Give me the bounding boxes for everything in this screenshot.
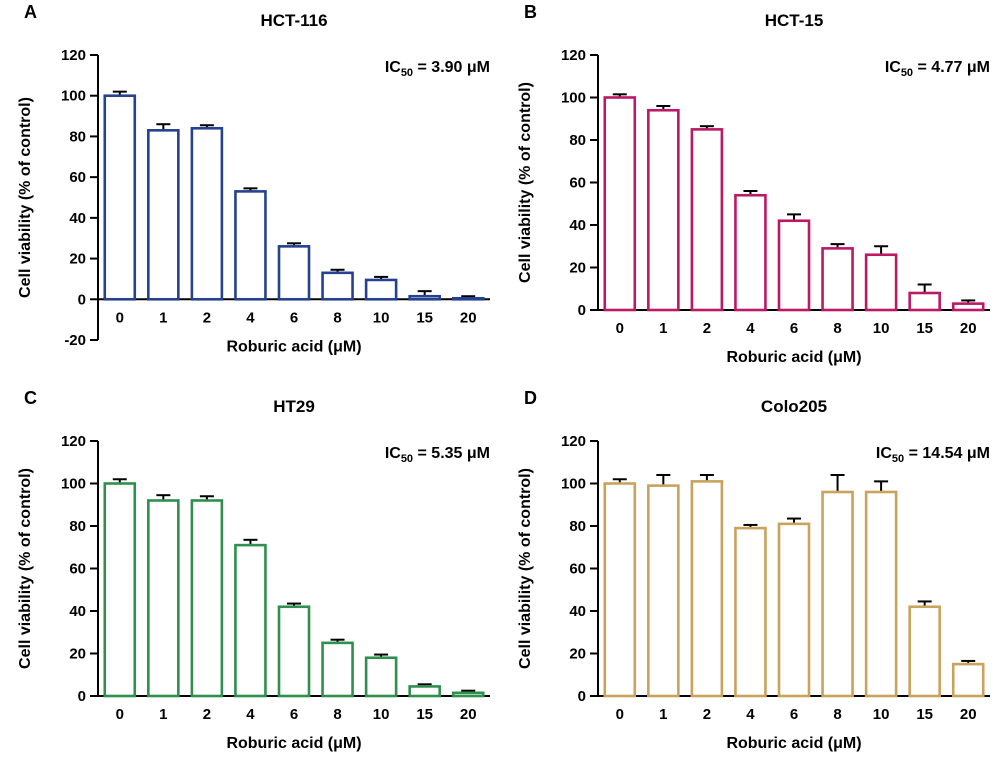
svg-text:6: 6: [290, 706, 298, 723]
svg-text:0: 0: [78, 688, 86, 705]
svg-text:80: 80: [569, 518, 586, 535]
svg-text:10: 10: [873, 706, 890, 723]
svg-text:100: 100: [561, 90, 586, 107]
panel-letter-a: A: [24, 2, 37, 22]
svg-text:4: 4: [746, 320, 755, 337]
svg-text:4: 4: [746, 706, 755, 723]
svg-text:1: 1: [159, 309, 167, 326]
svg-text:0: 0: [116, 706, 124, 723]
svg-text:-20: -20: [64, 332, 86, 349]
svg-text:Cell viability (% of control): Cell viability (% of control): [17, 468, 34, 669]
svg-text:120: 120: [561, 47, 586, 64]
svg-text:20: 20: [460, 706, 477, 723]
svg-text:15: 15: [416, 706, 433, 723]
svg-text:10: 10: [373, 309, 390, 326]
svg-text:6: 6: [290, 309, 298, 326]
svg-text:HCT-15: HCT-15: [765, 11, 824, 30]
bar-chart-colo205: Colo205 IC50 = 14.54 μM 0 20 40 60 80 100 120 0 1 2…: [500, 386, 1000, 772]
svg-text:IC50 = 5.35 μM: IC50 = 5.35 μM: [385, 445, 490, 465]
svg-text:0: 0: [578, 688, 586, 705]
svg-text:40: 40: [569, 217, 586, 234]
svg-text:20: 20: [960, 320, 977, 337]
svg-text:10: 10: [873, 320, 890, 337]
svg-text:8: 8: [333, 309, 341, 326]
svg-text:Cell viability (% of control): Cell viability (% of control): [517, 468, 534, 669]
chart-panel-hct15: B HCT-15 IC50 = 4.77 μM 0 20 40 60 80 100 120 0 1 2…: [500, 0, 1000, 386]
svg-text:40: 40: [69, 603, 86, 620]
svg-text:120: 120: [61, 47, 86, 64]
svg-text:8: 8: [833, 706, 841, 723]
svg-text:15: 15: [416, 309, 433, 326]
svg-text:HCT-116: HCT-116: [260, 11, 327, 30]
bar-chart-hct116: HCT-116 IC50 = 3.90 μM -20 0 20 40 60 80 100 120 0…: [0, 0, 500, 386]
svg-text:4: 4: [246, 706, 255, 723]
svg-text:2: 2: [703, 706, 711, 723]
svg-text:80: 80: [569, 132, 586, 149]
svg-text:6: 6: [790, 320, 798, 337]
panel-letter-d: D: [524, 388, 537, 408]
svg-text:1: 1: [159, 706, 167, 723]
svg-text:60: 60: [569, 175, 586, 192]
svg-text:15: 15: [916, 706, 933, 723]
svg-text:60: 60: [69, 561, 86, 578]
svg-text:100: 100: [61, 476, 86, 493]
svg-text:8: 8: [833, 320, 841, 337]
svg-text:60: 60: [569, 561, 586, 578]
svg-text:20: 20: [569, 646, 586, 663]
bar-chart-ht29: HT29 IC50 = 5.35 μM 0 20 40 60 80 100 120 0 1 2 4 6 8 1…: [0, 386, 500, 772]
svg-text:8: 8: [333, 706, 341, 723]
svg-text:100: 100: [561, 476, 586, 493]
svg-text:IC50 = 4.77 μM: IC50 = 4.77 μM: [885, 59, 990, 79]
svg-text:0: 0: [578, 302, 586, 319]
svg-text:15: 15: [916, 320, 933, 337]
svg-text:60: 60: [69, 169, 86, 186]
svg-text:10: 10: [373, 706, 390, 723]
svg-text:2: 2: [203, 309, 211, 326]
svg-text:4: 4: [246, 309, 255, 326]
bar-chart-hct15: HCT-15 IC50 = 4.77 μM 0 20 40 60 80 100 120 0 1 2 4 6…: [500, 0, 1000, 386]
svg-text:IC50 = 14.54 μM: IC50 = 14.54 μM: [876, 445, 990, 465]
svg-text:80: 80: [69, 128, 86, 145]
panel-letter-c: C: [24, 388, 37, 408]
chart-panel-ht29: C HT29 IC50 = 5.35 μM 0 20 40 60 80 100 120 0 1 2 4 6…: [0, 386, 500, 772]
svg-text:120: 120: [61, 433, 86, 450]
svg-text:0: 0: [116, 309, 124, 326]
svg-text:Roburic acid (μM): Roburic acid (μM): [726, 349, 861, 366]
svg-text:2: 2: [203, 706, 211, 723]
chart-panel-hct116: A HCT-116 IC50 = 3.90 μM -20 0 20 40 60 80 100 12…: [0, 0, 500, 386]
svg-text:Roburic acid (μM): Roburic acid (μM): [226, 735, 361, 752]
svg-text:0: 0: [78, 291, 86, 308]
svg-text:20: 20: [69, 646, 86, 663]
svg-text:120: 120: [561, 433, 586, 450]
svg-text:Colo205: Colo205: [761, 397, 827, 416]
svg-text:Roburic acid (μM): Roburic acid (μM): [226, 338, 361, 355]
svg-text:0: 0: [616, 706, 624, 723]
svg-text:Cell viability (% of control): Cell viability (% of control): [17, 97, 34, 298]
svg-text:80: 80: [69, 518, 86, 535]
svg-text:20: 20: [69, 251, 86, 268]
panel-letter-b: B: [524, 2, 537, 22]
svg-text:40: 40: [569, 603, 586, 620]
svg-text:0: 0: [616, 320, 624, 337]
svg-text:1: 1: [659, 320, 667, 337]
svg-text:20: 20: [460, 309, 477, 326]
svg-text:20: 20: [960, 706, 977, 723]
svg-text:40: 40: [69, 210, 86, 227]
svg-text:Cell viability (% of control): Cell viability (% of control): [517, 82, 534, 283]
svg-text:20: 20: [569, 260, 586, 277]
svg-text:6: 6: [790, 706, 798, 723]
chart-panel-colo205: D Colo205 IC50 = 14.54 μM 0 20 40 60 80 100 120 0…: [500, 386, 1000, 772]
svg-text:IC50 = 3.90 μM: IC50 = 3.90 μM: [385, 59, 490, 79]
svg-text:Roburic acid (μM): Roburic acid (μM): [726, 735, 861, 752]
svg-text:2: 2: [703, 320, 711, 337]
svg-text:100: 100: [61, 88, 86, 105]
svg-text:1: 1: [659, 706, 667, 723]
svg-text:HT29: HT29: [273, 397, 315, 416]
